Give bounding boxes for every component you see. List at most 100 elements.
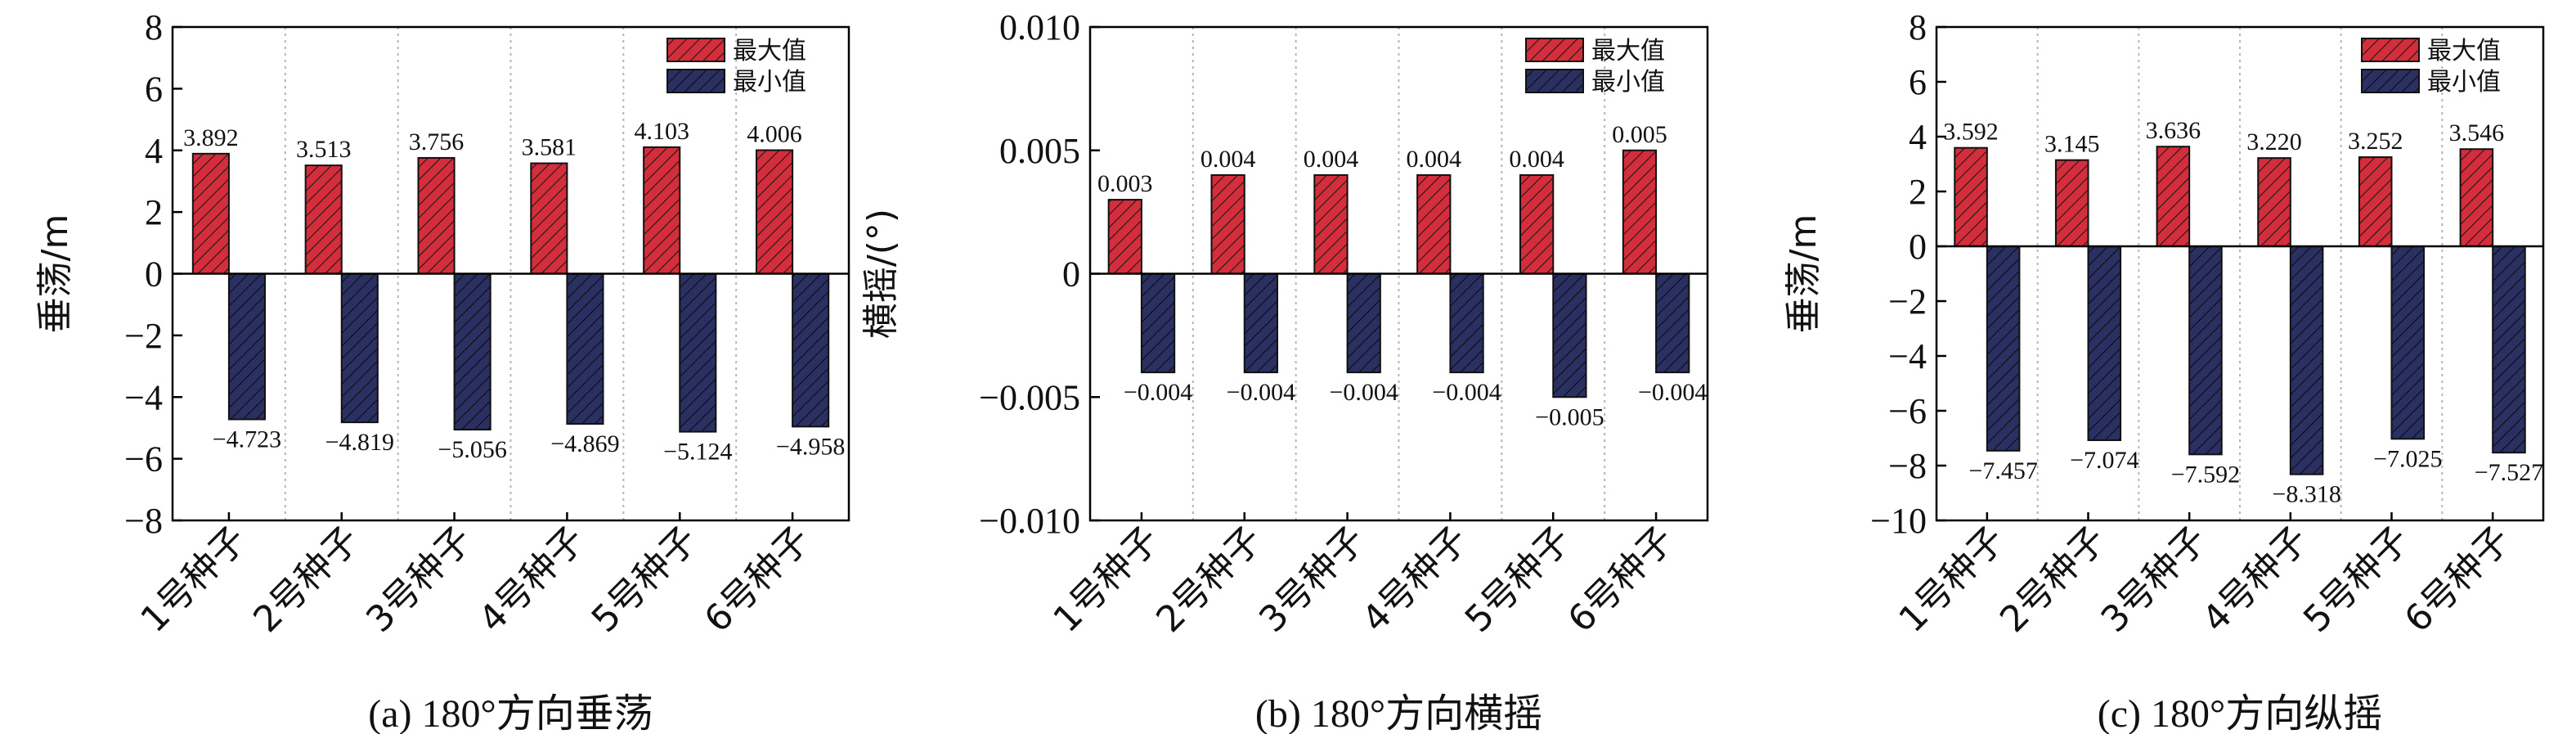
y-axis-label: 垂荡/m: [1783, 214, 1824, 334]
chart-panel-1: 3.892 3.513 3.756 3.581 4.103 4.006 −4.723 −4.8…: [34, 7, 850, 734]
data-label-max: 0.005: [1612, 121, 1667, 148]
x-category-label: 2号种子: [245, 519, 367, 641]
bar-min: [679, 272, 717, 433]
x-category-label: 4号种子: [2194, 519, 2316, 641]
data-label-max: 3.252: [2348, 128, 2403, 155]
data-label-min: −4.869: [550, 430, 619, 457]
x-category-label: 3号种子: [358, 519, 480, 641]
y-tick-label: −8: [124, 501, 163, 541]
bar-min: [2390, 245, 2426, 440]
x-category-label: 5号种子: [2296, 519, 2417, 641]
legend-label-min: 最小值: [1591, 68, 1665, 97]
y-tick-label: 0.010: [999, 7, 1080, 47]
bar-min: [1986, 245, 2021, 452]
bar-max: [643, 146, 681, 275]
data-label-min: −0.004: [1432, 379, 1501, 406]
data-label-min: −7.025: [2373, 445, 2442, 472]
y-tick-label: 8: [145, 7, 163, 47]
x-category-label: 2号种子: [1992, 519, 2114, 641]
data-label-max: 3.756: [409, 128, 464, 155]
y-tick-label: 0.005: [999, 131, 1080, 171]
data-label-max: 3.892: [183, 124, 239, 151]
data-label-min: −4.723: [213, 426, 281, 453]
y-tick-label: 6: [1909, 62, 1927, 102]
x-category-label: 5号种子: [584, 519, 706, 641]
bar-max: [1416, 173, 1452, 275]
y-tick-label: 2: [1909, 172, 1927, 212]
data-label-max: 3.592: [1943, 119, 1999, 146]
data-label-max: 3.546: [2449, 119, 2505, 146]
x-category-label: 4号种子: [471, 519, 593, 641]
bar-max: [1519, 173, 1555, 275]
x-category-label: 4号种子: [1354, 519, 1476, 641]
legend-swatch-max: [1525, 38, 1584, 62]
legend-label-max: 最大值: [1591, 37, 1665, 65]
y-axis-label: 横摇/(°): [860, 209, 902, 339]
y-tick-label: −4: [1888, 336, 1927, 376]
data-label-min: −7.457: [1968, 457, 2037, 484]
data-label-max: 0.003: [1097, 170, 1153, 197]
bar-max: [1954, 146, 1988, 247]
figure-caption: (c) 180°方向纵摇: [2098, 692, 2382, 734]
bar-max: [2257, 157, 2291, 248]
x-category-label: 5号种子: [1457, 519, 1579, 641]
x-category-label: 3号种子: [2094, 519, 2215, 641]
bar-min: [2289, 245, 2324, 475]
x-category-label: 2号种子: [1148, 519, 1270, 641]
x-category-label: 6号种子: [1560, 519, 1682, 641]
y-tick-label: −8: [1888, 446, 1927, 486]
bar-min: [1140, 272, 1176, 374]
y-tick-label: −0.005: [979, 377, 1080, 417]
bar-max: [755, 149, 794, 275]
legend-label-min: 最小值: [2427, 68, 2501, 97]
y-axis-label: 垂荡/m: [34, 214, 76, 334]
bar-min: [2188, 245, 2223, 456]
chart-panel-3: 3.592 3.145 3.636 3.220 3.252 3.546 −7.457 −7.0…: [1783, 7, 2545, 734]
data-label-min: −0.004: [1124, 379, 1192, 406]
bar-max: [530, 162, 568, 275]
data-label-max: 0.004: [1200, 146, 1256, 173]
legend-swatch-max: [666, 38, 725, 62]
data-label-min: −4.958: [776, 433, 845, 460]
bar-min: [340, 272, 379, 424]
x-category-label: 6号种子: [2397, 519, 2519, 641]
bar-max: [304, 164, 343, 275]
y-tick-label: −6: [1888, 391, 1927, 431]
bar-min: [2492, 245, 2526, 454]
data-label-min: −0.004: [1227, 379, 1295, 406]
bar-max: [1622, 149, 1658, 275]
bar-max: [191, 152, 230, 275]
legend-label-max: 最大值: [2427, 37, 2501, 65]
data-label-max: 0.004: [1304, 146, 1359, 173]
legend-label-max: 最大值: [733, 37, 806, 65]
x-category-label: 3号种子: [1251, 519, 1373, 641]
data-label-max: 3.636: [2146, 117, 2201, 144]
bar-min: [453, 272, 491, 431]
bar-min: [227, 272, 267, 421]
bar-min: [1243, 272, 1279, 374]
plot-frame: [1935, 25, 2545, 522]
data-label-max: 3.581: [522, 134, 577, 161]
y-tick-label: −2: [1888, 281, 1927, 322]
y-tick-label: 4: [1909, 117, 1927, 157]
data-label-min: −5.124: [663, 439, 732, 466]
data-label-min: −0.004: [1638, 379, 1707, 406]
bar-min: [1552, 272, 1587, 399]
y-tick-label: 0: [145, 254, 163, 295]
y-tick-label: −6: [124, 439, 163, 480]
y-tick-label: −2: [124, 316, 163, 356]
data-label-min: −0.004: [1330, 379, 1398, 406]
data-label-max: 3.513: [296, 136, 352, 163]
y-tick-label: −4: [124, 377, 163, 417]
y-tick-label: 4: [145, 131, 163, 171]
data-label-max: 3.145: [2044, 131, 2100, 158]
bar-max: [2459, 148, 2494, 247]
y-tick-label: 0: [1909, 227, 1927, 267]
bar-max: [1210, 173, 1245, 275]
legend-swatch-min: [2361, 69, 2420, 93]
bar-max: [2156, 146, 2191, 247]
y-tick-label: −10: [1870, 501, 1927, 541]
y-tick-label: 6: [145, 69, 163, 109]
legend-swatch-min: [666, 69, 725, 93]
